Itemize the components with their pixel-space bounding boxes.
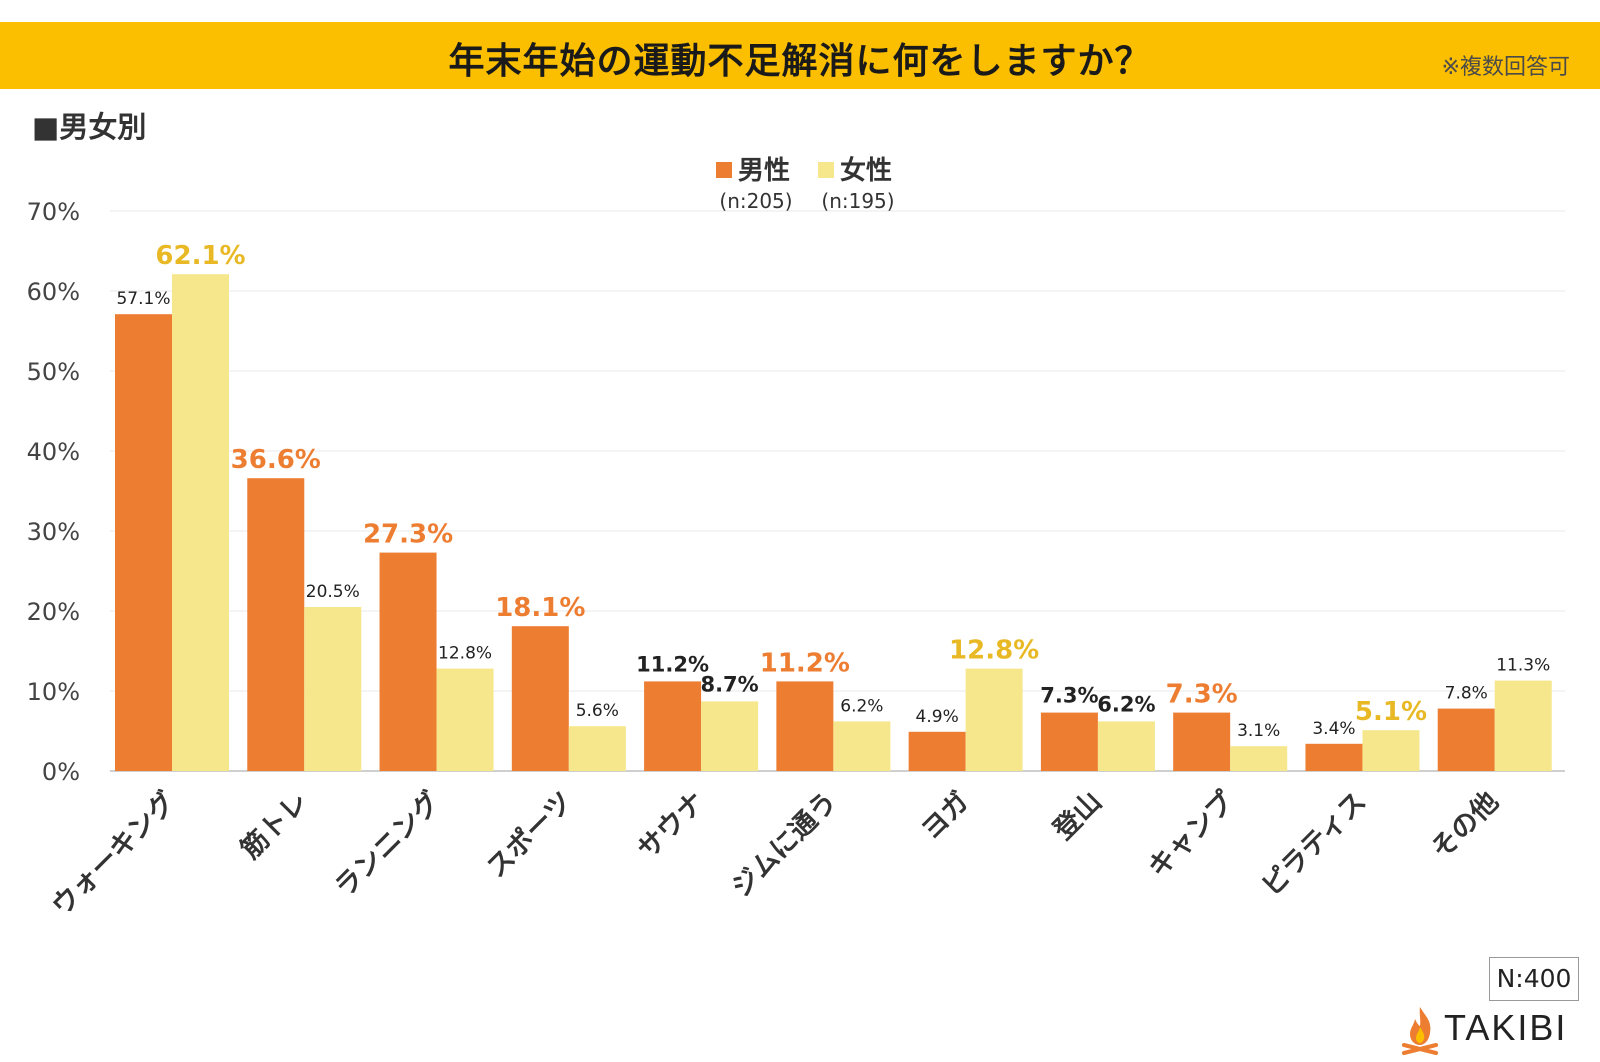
bar-female bbox=[304, 607, 362, 771]
data-label-male: 18.1% bbox=[495, 593, 585, 623]
bar-male bbox=[379, 552, 437, 771]
x-tick-label: ピラティス bbox=[1256, 786, 1372, 902]
legend-sample-male: (n:205) bbox=[719, 189, 792, 213]
data-label-female: 6.2% bbox=[840, 696, 883, 716]
title-bar: 年末年始の運動不足解消に何をしますか？ ※複数回答可 bbox=[0, 22, 1600, 89]
x-tick-label: スポーツ bbox=[481, 786, 579, 884]
y-tick-label: 10% bbox=[27, 678, 80, 706]
data-label-male: 36.6% bbox=[231, 445, 321, 475]
sample-size-box: N:400 bbox=[1489, 957, 1579, 1001]
bar-female bbox=[965, 668, 1023, 771]
x-tick-label: キャンプ bbox=[1142, 785, 1240, 883]
y-tick-label: 50% bbox=[27, 358, 80, 386]
data-label-female: 62.1% bbox=[155, 241, 245, 271]
bar-male bbox=[1305, 743, 1363, 771]
bar-male bbox=[511, 626, 569, 771]
x-tick-label: その他 bbox=[1425, 786, 1504, 865]
y-tick-label: 40% bbox=[27, 438, 80, 466]
data-label-male: 7.8% bbox=[1445, 684, 1488, 704]
x-tick-label: サウナ bbox=[632, 786, 711, 865]
data-label-female: 12.8% bbox=[949, 636, 1039, 666]
data-label-female: 11.3% bbox=[1496, 656, 1550, 676]
bar-male bbox=[776, 681, 834, 771]
data-label-female: 20.5% bbox=[306, 582, 360, 602]
bar-male bbox=[1437, 708, 1495, 771]
data-label-male: 11.2% bbox=[760, 648, 850, 678]
bar-male bbox=[908, 731, 966, 771]
x-tick-label: 筋トレ bbox=[234, 785, 314, 865]
bar-female bbox=[436, 668, 494, 771]
data-label-female: 6.2% bbox=[1097, 692, 1155, 716]
x-tick-label: ヨガ bbox=[915, 786, 975, 846]
bar-male bbox=[644, 681, 702, 771]
y-axis-ticks: 0% 10% 20% 30% 40% 50% 60% 70% bbox=[27, 198, 80, 786]
legend-sample-female: (n:195) bbox=[821, 189, 894, 213]
bar-female bbox=[1494, 680, 1552, 771]
bar-male bbox=[247, 478, 305, 771]
y-tick-label: 20% bbox=[27, 598, 80, 626]
data-label-male: 57.1% bbox=[116, 289, 170, 309]
legend-swatch-female bbox=[818, 162, 834, 178]
section-label: ■男女別 bbox=[32, 110, 147, 144]
bar-female bbox=[1362, 730, 1420, 771]
x-tick-label: ウォーキング bbox=[45, 785, 182, 922]
chart-title: 年末年始の運動不足解消に何をしますか？ bbox=[448, 41, 1152, 82]
data-label-male: 7.3% bbox=[1040, 684, 1098, 708]
data-label-male: 11.2% bbox=[636, 652, 709, 676]
data-label-male: 7.3% bbox=[1166, 680, 1238, 710]
bar-male bbox=[1040, 712, 1098, 771]
data-label-female: 5.6% bbox=[576, 701, 619, 721]
y-tick-label: 0% bbox=[42, 758, 80, 786]
bar-female bbox=[172, 274, 229, 771]
y-tick-label: 70% bbox=[27, 198, 80, 226]
bar-female bbox=[1097, 721, 1155, 771]
data-label-female: 8.7% bbox=[700, 672, 758, 696]
data-label-male: 4.9% bbox=[916, 707, 959, 727]
multiple-answer-note: ※複数回答可 bbox=[1441, 55, 1570, 80]
x-tick-label: ランニング bbox=[328, 785, 446, 903]
bar-female bbox=[701, 701, 759, 771]
x-axis-labels: ウォーキング 筋トレ ランニング スポーツ サウナ ジムに通う ヨガ 登山 キャンプ ピラティスそ… bbox=[45, 785, 1504, 922]
data-label-female: 3.1% bbox=[1237, 721, 1280, 741]
data-label-female: 12.8% bbox=[438, 644, 492, 664]
data-label-female: 5.1% bbox=[1355, 697, 1427, 727]
legend: 男性 (n:205) 女性 (n:195) bbox=[716, 155, 895, 213]
brand-name: TAKIBI bbox=[1444, 1007, 1568, 1048]
campfire-icon bbox=[1402, 1007, 1438, 1055]
bar-male bbox=[1173, 712, 1231, 771]
data-labels: 57.1% 62.1% 36.6% 20.5% 27.3% 12.8% 18.1% 5.6% 1… bbox=[116, 241, 1550, 741]
legend-swatch-male bbox=[716, 162, 732, 178]
y-tick-label: 60% bbox=[27, 278, 80, 306]
legend-label-male: 男性 bbox=[738, 156, 790, 186]
data-label-male: 27.3% bbox=[363, 520, 453, 550]
x-tick-label: 登山 bbox=[1047, 786, 1108, 847]
data-label-male: 3.4% bbox=[1312, 719, 1355, 739]
bar-female bbox=[833, 721, 891, 771]
x-tick-label: ジムに通う bbox=[726, 786, 843, 903]
bars bbox=[115, 274, 1552, 771]
bar-female bbox=[568, 726, 626, 771]
y-tick-label: 30% bbox=[27, 518, 80, 546]
bar-male bbox=[115, 314, 172, 771]
legend-label-female: 女性 bbox=[840, 155, 892, 186]
bar-female bbox=[1230, 746, 1288, 771]
brand-logo: TAKIBI bbox=[1400, 1003, 1590, 1055]
